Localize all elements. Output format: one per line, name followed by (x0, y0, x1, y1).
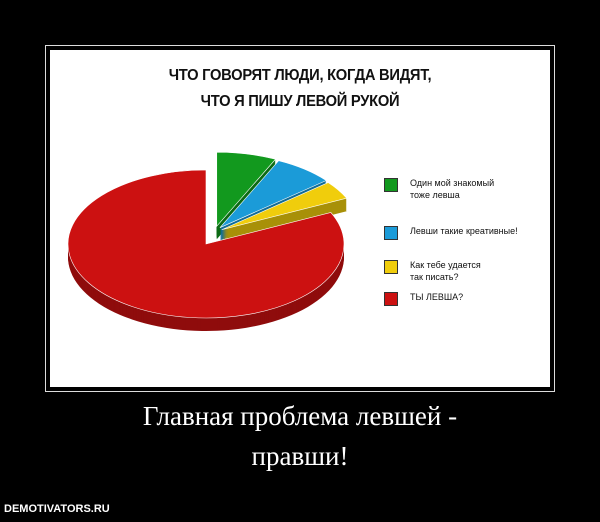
pie-slice (219, 160, 327, 228)
legend-swatch (384, 178, 398, 192)
legend-label: ТЫ ЛЕВША? (410, 292, 464, 302)
caption: Главная проблема левшей - правши! (142, 401, 458, 471)
chart-title: ЧТО ГОВОРЯТ ЛЮДИ, КОГДА ВИДЯТ, ЧТО Я ПИШ… (168, 67, 432, 110)
pie-slice (216, 151, 277, 227)
frame (45, 45, 555, 392)
watermark: DEMOTIVATORS.RU (4, 503, 110, 515)
pie-slice (67, 169, 345, 319)
legend-swatch (384, 226, 398, 240)
pie-slice (221, 182, 348, 231)
legend-label: Как тебе удается так писать? (410, 260, 481, 282)
legend-label: Один мой знакомый тоже левша (410, 178, 495, 200)
legend-swatch (384, 260, 398, 274)
legend-swatch (384, 292, 398, 306)
legend-label: Левши такие креативные! (410, 226, 518, 236)
